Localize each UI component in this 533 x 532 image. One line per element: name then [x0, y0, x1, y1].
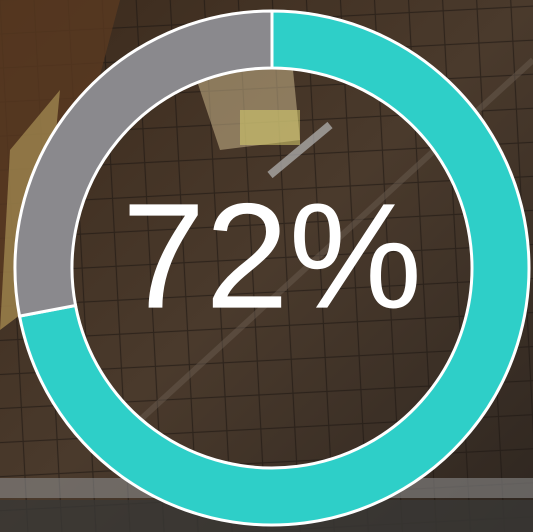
center-label: 72% [122, 172, 422, 340]
page: {"chart_data": {"type": "donut", "values… [0, 0, 533, 532]
chart: 72% [0, 0, 533, 532]
labels: 72% [122, 172, 422, 340]
